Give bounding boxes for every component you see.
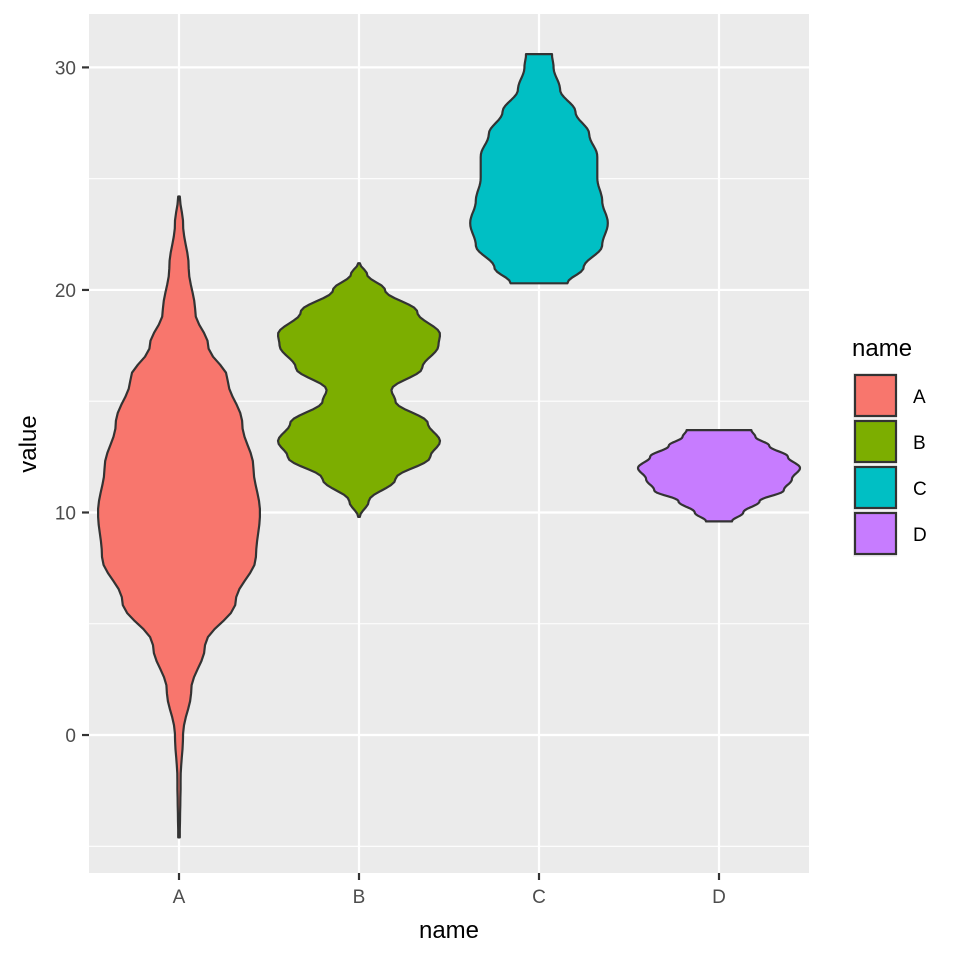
y-axis-title: value <box>15 415 42 472</box>
violin-C <box>469 53 609 285</box>
x-tick-label: B <box>353 887 366 908</box>
y-tick-label: 30 <box>55 58 76 79</box>
violin-B <box>276 262 442 518</box>
legend: A B C D <box>853 373 927 557</box>
legend-key-B <box>853 419 898 464</box>
legend-key-D <box>853 511 898 556</box>
legend-key-C <box>853 465 898 510</box>
violin-A <box>97 195 261 839</box>
legend-label-D: D <box>913 525 927 546</box>
legend-key-A <box>853 373 898 418</box>
x-axis: A B C D <box>173 873 726 908</box>
legend-title: name <box>852 335 912 362</box>
x-tick-label: A <box>173 887 186 908</box>
x-axis-title: name <box>419 917 479 944</box>
legend-label-B: B <box>913 433 926 454</box>
y-tick-label: 0 <box>65 726 76 747</box>
y-axis: 0 10 20 30 <box>55 58 89 747</box>
violin-D <box>636 429 802 523</box>
legend-label-A: A <box>913 387 926 408</box>
y-tick-label: 10 <box>55 503 76 524</box>
legend-label-C: C <box>913 479 927 500</box>
y-tick-label: 20 <box>55 281 76 302</box>
violins <box>97 53 802 839</box>
x-tick-label: C <box>532 887 546 908</box>
x-tick-label: D <box>712 887 726 908</box>
